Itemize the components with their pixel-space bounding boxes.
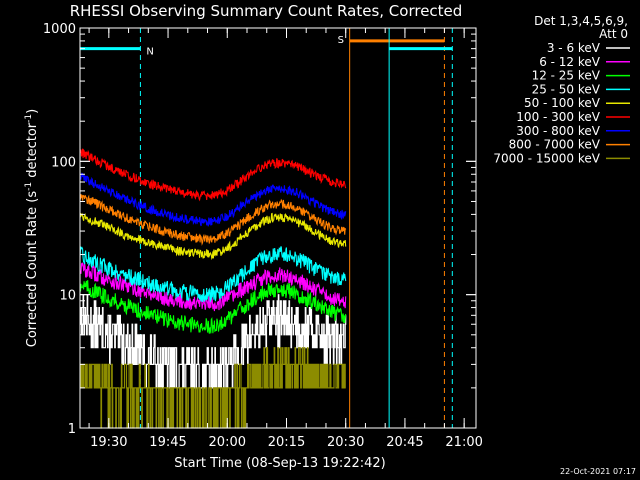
series-line	[79, 280, 347, 334]
annotation-label: S	[338, 35, 344, 46]
x-tick-label: 19:45	[149, 435, 186, 450]
legend-entry-label: 12 - 25 keV	[532, 69, 601, 83]
y-axis-label-main: Corrected Count Rate (s	[25, 191, 40, 348]
series-line	[79, 148, 347, 202]
legend-entry-label: 100 - 300 keV	[516, 110, 600, 124]
legend-entry-label: 7000 - 15000 keV	[493, 151, 600, 165]
series-layer	[79, 148, 347, 429]
series-line	[79, 212, 347, 260]
x-tick-label: 20:45	[386, 435, 423, 450]
series-line	[80, 347, 346, 429]
plot-frame	[79, 27, 477, 429]
y-tick-label: 100	[51, 155, 76, 170]
footer-date: 22-Oct-2021 07:17	[560, 467, 636, 476]
x-tick-label: 21:00	[445, 435, 482, 450]
x-axis: 19:30 19:45 20:00 20:15 20:30 20:45 21:00	[88, 28, 483, 450]
y-axis: 1 10 100 1000	[43, 22, 476, 437]
legend-entry-label: 300 - 800 keV	[516, 124, 600, 138]
y-axis-label: Corrected Count Rate (s-1 detector-1)	[24, 109, 40, 347]
x-tick-label: 19:30	[90, 435, 127, 450]
chart-title: RHESSI Observing Summary Count Rates, Co…	[70, 2, 463, 20]
legend-entry-label: 25 - 50 keV	[532, 82, 601, 96]
annotation-label: N	[146, 47, 153, 58]
x-tick-label: 20:30	[327, 435, 364, 450]
series-line	[79, 172, 347, 227]
legend-entry-label: 800 - 7000 keV	[509, 138, 601, 152]
y-axis-label-end: )	[25, 109, 40, 114]
y-tick-label: 1000	[43, 22, 76, 37]
y-axis-label-mid: detector	[25, 122, 40, 182]
legend-entry-label: 6 - 12 keV	[539, 55, 601, 69]
legend-entry-label: 3 - 6 keV	[547, 41, 601, 55]
series-line	[79, 245, 347, 303]
y-tick-label: 1	[68, 422, 76, 437]
y-axis-label-sup2: -1	[24, 114, 34, 123]
legend-entry-label: 50 - 100 keV	[524, 96, 601, 110]
observation-bands: NS	[80, 28, 453, 428]
legend-header-line-1: Det 1,3,4,5,6,9,	[534, 14, 628, 28]
series-line	[79, 194, 347, 246]
x-tick-label: 20:00	[209, 435, 246, 450]
x-tick-label: 20:15	[268, 435, 305, 450]
series-line	[79, 262, 347, 312]
legend-header-line-2: Att 0	[599, 27, 628, 41]
y-axis-label-sup1: -1	[24, 182, 34, 191]
x-axis-label: Start Time (08-Sep-13 19:22:42)	[174, 456, 385, 471]
y-tick-label: 10	[59, 289, 76, 304]
